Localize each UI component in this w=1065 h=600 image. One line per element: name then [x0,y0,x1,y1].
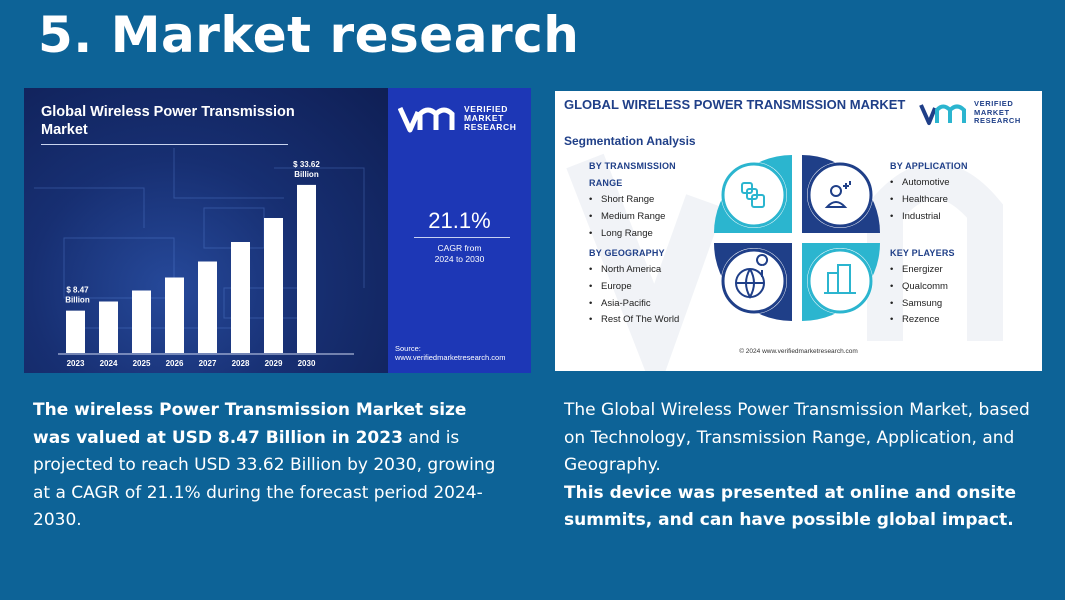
x-tick-label: 2027 [199,359,217,368]
cagr-divider [414,237,510,238]
geography-list: North America Europe Asia-Pacific Rest O… [589,262,679,329]
bar-2027 [198,261,217,353]
vmr-logo-icon [398,106,455,133]
chart-title: Global Wireless Power Transmission Marke… [41,104,295,138]
list-item: Industrial [890,209,950,226]
bar-2030 [297,184,316,353]
copyright-text: © 2024 www.verifiedmarketresearch.com [739,348,858,355]
cagr-side-panel: VERIFIED MARKET RESEARCH 21.1% CAGR from… [388,88,531,373]
list-item: Automotive [890,175,950,192]
segment-heading-transmission: BY TRANSMISSION RANGE [589,161,676,188]
segmentation-detail: The Global Wireless Power Transmission M… [564,400,1030,475]
x-tick-label: 2025 [133,359,151,368]
title-divider [41,144,288,145]
source-label: Source: [395,344,421,353]
list-item: Healthcare [890,192,950,209]
segment-heading-application: BY APPLICATION [890,161,968,171]
x-tick-label: 2024 [100,359,118,368]
list-item: Long Range [589,226,665,243]
slide-title: 5. Market research [38,6,580,64]
globe-pin-icon [714,243,792,321]
list-item: Short Range [589,192,665,209]
list-item: Samsung [890,296,948,313]
market-size-paragraph: The wireless Power Transmission Market s… [33,397,503,535]
cagr-label: CAGR from 2024 to 2030 [434,243,485,264]
person-signal-icon [802,155,880,233]
segment-heading-players: KEY PLAYERS [890,248,955,258]
bar-2024 [99,301,118,353]
data-label: $ 8.47 [66,286,89,295]
vmr-logo-icon [919,104,966,125]
source-url: www.verifiedmarketresearch.com [395,353,506,362]
bar-2026 [165,277,184,353]
cagr-value: 21.1% [428,208,491,233]
application-list: Automotive Healthcare Industrial [890,175,950,225]
segment-quad-graphic [714,155,880,321]
summit-highlight: This device was presented at online and … [564,482,1017,531]
bar-2028 [231,242,250,353]
players-list: Energizer Qualcomm Samsung Rezence [890,262,948,329]
segmentation-paragraph: The Global Wireless Power Transmission M… [564,397,1044,535]
vmr-brand-text: VERIFIED MARKET RESEARCH [464,104,517,132]
segmentation-subtitle: Segmentation Analysis [564,134,696,148]
list-item: Rezence [890,312,948,329]
bar-2025 [132,290,151,353]
vmr-brand-text: VERIFIED MARKET RESEARCH [974,99,1021,125]
x-tick-label: 2029 [265,359,283,368]
buildings-icon [802,243,880,321]
market-size-highlight: The wireless Power Transmission Market s… [33,400,467,448]
list-item: Europe [589,279,679,296]
x-tick-label: 2030 [298,359,316,368]
segmentation-infographic: GLOBAL WIRELESS POWER TRANSMISSION MARKE… [555,91,1042,371]
list-item: Energizer [890,262,948,279]
segment-heading-geography: BY GEOGRAPHY [589,248,665,258]
list-item: Rest Of The World [589,312,679,329]
list-item: Asia-Pacific [589,296,679,313]
chips-icon [714,155,792,233]
bar-chart: 2023 2024 2025 2026 2027 2028 2029 2030$ 8.47Bi… [58,160,354,368]
data-label: Billion [294,170,319,179]
x-tick-label: 2023 [67,359,85,368]
data-label: Billion [65,296,90,305]
list-item: Medium Range [589,209,665,226]
list-item: Qualcomm [890,279,948,296]
bar-2023 [66,310,85,353]
data-label: $ 33.62 [293,160,320,169]
transmission-list: Short Range Medium Range Long Range [589,192,665,242]
market-size-detail: and is projected to reach USD 33.62 Bill… [33,427,496,531]
segmentation-title: GLOBAL WIRELESS POWER TRANSMISSION MARKE… [564,97,906,112]
list-item: North America [589,262,679,279]
x-tick-label: 2028 [232,359,250,368]
bar-2029 [264,218,283,353]
market-size-infographic: Global Wireless Power Transmission Marke… [24,88,531,373]
x-tick-label: 2026 [166,359,184,368]
